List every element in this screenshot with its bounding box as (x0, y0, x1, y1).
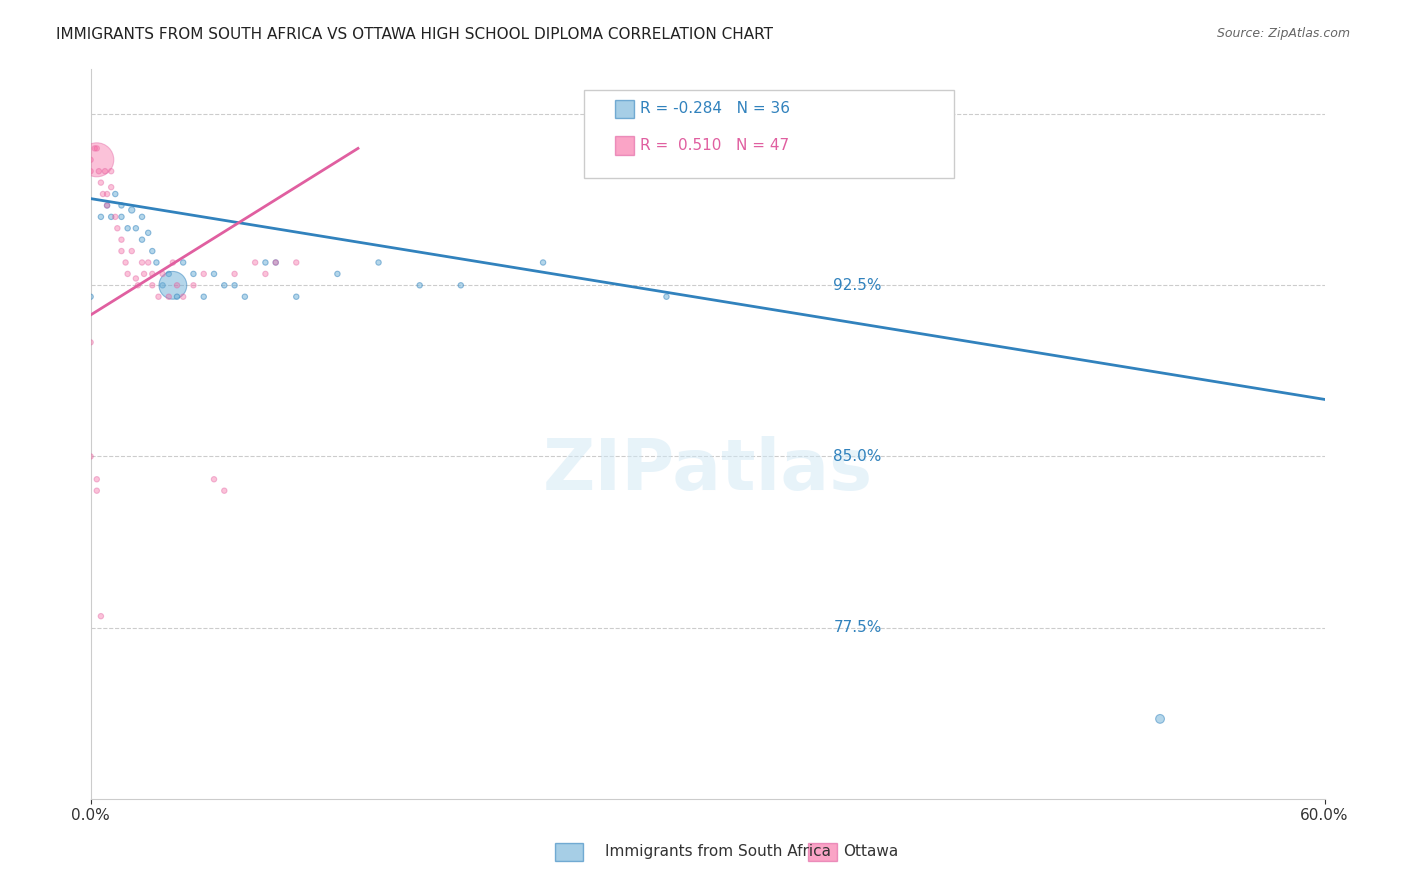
Point (141, 278, 163, 293)
Point (214, 278, 236, 293)
Point (86, 483, 108, 498)
FancyBboxPatch shape (585, 90, 955, 178)
Point (264, 255, 287, 269)
Point (183, 278, 205, 293)
Text: 85.0%: 85.0% (834, 449, 882, 464)
Point (79, 153, 101, 167)
Point (86, 153, 108, 167)
Point (450, 278, 472, 293)
Point (110, 210, 132, 224)
Point (96, 198, 118, 212)
Text: R =  0.510   N = 47: R = 0.510 N = 47 (640, 137, 789, 153)
Text: Immigrants from South Africa: Immigrants from South Africa (605, 845, 831, 859)
Point (79, 450, 101, 464)
Point (367, 255, 389, 269)
Point (183, 267, 205, 281)
Point (162, 278, 184, 293)
Point (100, 164, 122, 178)
Point (90, 609, 112, 624)
Point (79, 290, 101, 304)
Point (254, 255, 277, 269)
Text: ZIPatlas: ZIPatlas (543, 435, 873, 505)
Point (104, 210, 127, 224)
Point (125, 271, 148, 285)
Bar (614, 136, 634, 154)
Point (141, 244, 163, 258)
Point (86, 472, 108, 486)
Point (202, 267, 225, 281)
Point (96, 198, 118, 212)
Text: R = -0.284   N = 36: R = -0.284 N = 36 (640, 101, 790, 116)
Point (136, 226, 159, 240)
Point (157, 290, 180, 304)
Point (148, 290, 170, 304)
Point (114, 255, 136, 269)
Point (131, 210, 153, 224)
Point (193, 267, 215, 281)
Point (157, 267, 180, 281)
Point (285, 290, 308, 304)
Point (224, 278, 246, 293)
Point (79, 164, 101, 178)
Point (193, 290, 215, 304)
Point (79, 335, 101, 350)
Point (202, 472, 225, 486)
Point (131, 255, 153, 269)
Point (127, 278, 149, 293)
Point (152, 267, 174, 281)
Text: 77.5%: 77.5% (834, 620, 882, 635)
Point (224, 267, 246, 281)
Point (117, 221, 139, 235)
Point (91, 187, 114, 202)
Point (125, 221, 148, 235)
Point (408, 278, 430, 293)
Point (326, 267, 349, 281)
Point (166, 290, 188, 304)
Point (105, 221, 128, 235)
Point (233, 290, 256, 304)
Point (145, 255, 167, 269)
Point (83, 141, 105, 155)
Point (172, 255, 194, 269)
Point (100, 180, 122, 194)
Point (121, 202, 143, 217)
Point (162, 255, 184, 269)
Point (136, 255, 159, 269)
Point (172, 290, 194, 304)
Point (152, 278, 174, 293)
Point (131, 233, 153, 247)
Text: 92.5%: 92.5% (834, 277, 882, 293)
Point (96, 187, 118, 202)
Point (117, 267, 139, 281)
Text: Source: ZipAtlas.com: Source: ZipAtlas.com (1216, 27, 1350, 40)
Point (166, 278, 188, 293)
Point (100, 210, 122, 224)
Point (254, 267, 277, 281)
Point (110, 198, 132, 212)
Point (214, 483, 236, 498)
Point (104, 187, 127, 202)
Text: Ottawa: Ottawa (844, 845, 898, 859)
Bar (614, 100, 634, 118)
Point (655, 290, 678, 304)
Text: 100.0%: 100.0% (834, 107, 891, 121)
Point (285, 255, 308, 269)
Point (531, 255, 554, 269)
Point (132, 267, 155, 281)
Point (90, 210, 112, 224)
Point (86, 141, 108, 155)
Point (87, 164, 110, 178)
Point (110, 244, 132, 258)
Point (110, 233, 132, 247)
Point (141, 267, 163, 281)
Point (94, 164, 117, 178)
Point (90, 176, 112, 190)
Point (121, 244, 143, 258)
Point (1149, 712, 1171, 726)
Point (264, 255, 287, 269)
Text: IMMIGRANTS FROM SOUTH AFRICA VS OTTAWA HIGH SCHOOL DIPLOMA CORRELATION CHART: IMMIGRANTS FROM SOUTH AFRICA VS OTTAWA H… (56, 27, 773, 42)
Point (243, 255, 266, 269)
